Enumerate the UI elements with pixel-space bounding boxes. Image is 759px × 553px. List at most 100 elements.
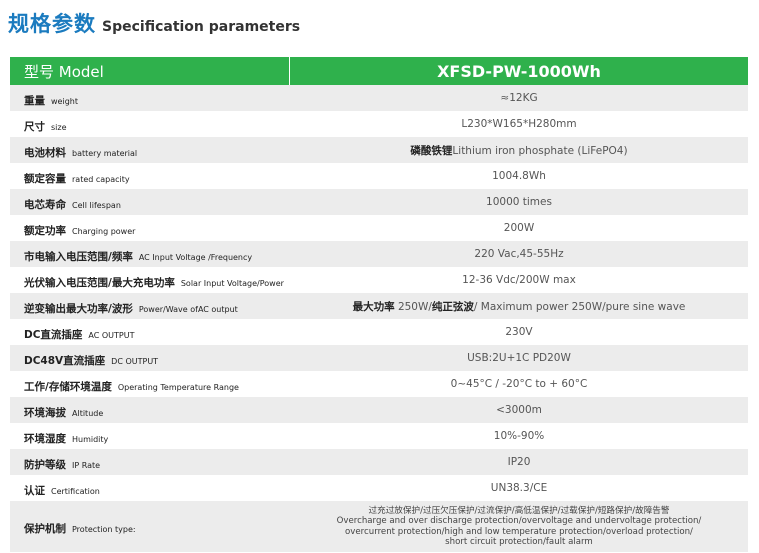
label-zh: 认证 (24, 484, 45, 497)
spec-row: 光伏输入电压范围/最大充电功率 Solar Input Voltage/Power… (10, 267, 748, 293)
spec-label: 电芯寿命 Cell lifespan (10, 193, 290, 212)
label-en: Humidity (72, 434, 109, 444)
spec-label: 认证 Certification (10, 479, 290, 498)
spec-row: DC48V直流插座 DC OUTPUT USB:2U+1C PD20W (10, 345, 748, 371)
label-en: Cell lifespan (72, 200, 121, 210)
title-zh: 规格参数 (8, 12, 96, 36)
spec-label: 防护等级 IP Rate (10, 453, 290, 472)
spec-label: 环境海拔 Altitude (10, 401, 290, 420)
value-part: USB:2U+1C PD20W (467, 352, 571, 364)
label-zh: 市电输入电压范围/频率 (24, 250, 133, 263)
label-zh: DC48V直流插座 (24, 354, 106, 367)
spec-value: 0~45°C / -20°C to + 60°C (290, 378, 748, 390)
spec-value: 磷酸铁锂Lithium iron phosphate (LiFePO4) (290, 143, 748, 158)
head-value: XFSD-PW-1000Wh (437, 61, 601, 81)
value-part: ≈12KG (500, 92, 538, 104)
spec-row: 额定功率 Charging power 200W (10, 215, 748, 241)
head-label: 型号 Model (10, 57, 290, 85)
spec-row: 逆变输出最大功率/波形 Power/Wave ofAC output 最大功率 25… (10, 293, 748, 319)
label-zh: 电芯寿命 (24, 198, 66, 211)
value-part: <3000m (496, 404, 542, 416)
value-line: 过充过放保护/过压欠压保护/过流保护/高低温保护/过载保护/短路保护/故障告警 (368, 505, 670, 516)
spec-value: 最大功率 250W/纯正弦波/ Maximum power 250W/pure … (290, 299, 748, 314)
label-en: IP Rate (72, 460, 101, 470)
spec-value: 12-36 Vdc/200W max (290, 274, 748, 286)
label-zh: 额定功率 (24, 224, 66, 237)
label-en: Altitude (72, 408, 104, 418)
value-line: overcurrent protection/high and low temp… (345, 526, 693, 537)
spec-row: 尺寸 size L230*W165*H280mm (10, 111, 748, 137)
spec-value: UN38.3/CE (290, 482, 748, 494)
spec-row: 防护等级 IP Rate IP20 (10, 449, 748, 475)
spec-row: 保护机制 Protection type: 过充过放保护/过压欠压保护/过流保护/高… (10, 501, 748, 552)
spec-row: 环境湿度 Humidity 10%-90% (10, 423, 748, 449)
label-zh: 环境湿度 (24, 432, 66, 445)
value-part: 10%-90% (493, 430, 545, 442)
value-line: short circuit protection/fault alarm (445, 537, 593, 547)
value-part: 230V (505, 326, 533, 338)
label-zh: DC直流插座 (24, 328, 83, 341)
label-zh: 保护机制 (24, 523, 66, 535)
label-zh: 尺寸 (24, 120, 45, 133)
spec-table: 型号 Model XFSD-PW-1000Wh 重量 weight ≈12KG 尺寸 s… (10, 57, 748, 552)
label-en: Protection type: (72, 525, 136, 534)
table-head: 型号 Model XFSD-PW-1000Wh (10, 57, 748, 85)
value-part: 1004.8Wh (492, 170, 546, 182)
value-part: 磷酸铁锂 (410, 144, 453, 157)
label-en: battery material (72, 148, 138, 158)
spec-value: 过充过放保护/过压欠压保护/过流保护/高低温保护/过载保护/短路保护/故障告警 O… (290, 506, 748, 548)
value-part: 200W (503, 222, 535, 234)
spec-value: 10000 times (290, 196, 748, 208)
rows: 重量 weight ≈12KG 尺寸 size L230*W165*H280mm 电池材料 b… (10, 85, 748, 552)
value-part: 250W/ (394, 300, 432, 313)
spec-label: DC直流插座 AC OUTPUT (10, 323, 290, 342)
spec-label: 尺寸 size (10, 115, 290, 134)
spec-label: 光伏输入电压范围/最大充电功率 Solar Input Voltage/Power (10, 271, 290, 290)
label-en: size (51, 122, 67, 132)
label-en: AC Input Voltage /Frequency (138, 252, 253, 262)
spec-label: 环境湿度 Humidity (10, 427, 290, 446)
spec-label: 逆变输出最大功率/波形 Power/Wave ofAC output (10, 297, 290, 316)
label-zh: 额定容量 (24, 172, 66, 185)
value-part: 12-36 Vdc/200W max (462, 274, 576, 286)
spec-row: 重量 weight ≈12KG (10, 85, 748, 111)
spec-value: 230V (290, 326, 748, 338)
spec-row: DC直流插座 AC OUTPUT 230V (10, 319, 748, 345)
value-part: / Maximum power 250W/pure sine wave (473, 300, 686, 313)
spec-label: 市电输入电压范围/频率 AC Input Voltage /Frequency (10, 245, 290, 264)
label-en: DC OUTPUT (111, 356, 159, 366)
label-zh: 光伏输入电压范围/最大充电功率 (24, 276, 175, 289)
spec-row: 额定容量 rated capacity 1004.8Wh (10, 163, 748, 189)
title-en: Specification parameters (102, 19, 301, 35)
spec-value: ≈12KG (290, 92, 748, 104)
label-en: rated capacity (72, 174, 130, 184)
spec-value: L230*W165*H280mm (290, 118, 748, 130)
spec-row: 认证 Certification UN38.3/CE (10, 475, 748, 501)
spec-row: 电芯寿命 Cell lifespan 10000 times (10, 189, 748, 215)
spec-label: 额定功率 Charging power (10, 219, 290, 238)
value-part: 220 Vac,45-55Hz (474, 248, 564, 260)
label-en: AC OUTPUT (88, 330, 135, 340)
spec-label: 重量 weight (10, 89, 290, 108)
label-zh: 工作/存储环境温度 (24, 380, 112, 393)
spec-label: 工作/存储环境温度 Operating Temperature Range (10, 375, 290, 394)
spec-row: 工作/存储环境温度 Operating Temperature Range 0~45… (10, 371, 748, 397)
spec-row: 市电输入电压范围/频率 AC Input Voltage /Frequency 22… (10, 241, 748, 267)
spec-value: 200W (290, 222, 748, 234)
value-part: 最大功率 (352, 300, 395, 313)
title: 规格参数 Specification parameters (8, 8, 300, 40)
spec-label: 额定容量 rated capacity (10, 167, 290, 186)
label-en: Charging power (72, 226, 136, 236)
label-en: Operating Temperature Range (117, 382, 239, 392)
spec-label: DC48V直流插座 DC OUTPUT (10, 349, 290, 368)
spec-row: 电池材料 battery material 磷酸铁锂Lithium iron pho… (10, 137, 748, 163)
spec-value: 10%-90% (290, 430, 748, 442)
label-en: weight (51, 96, 78, 106)
spec-value: 220 Vac,45-55Hz (290, 248, 748, 260)
label-zh: 环境海拔 (24, 406, 66, 419)
spec-label: 电池材料 battery material (10, 141, 290, 160)
value-part: UN38.3/CE (490, 482, 548, 494)
label-en: Certification (51, 486, 100, 496)
value-part: 纯正弦波 (431, 300, 474, 313)
